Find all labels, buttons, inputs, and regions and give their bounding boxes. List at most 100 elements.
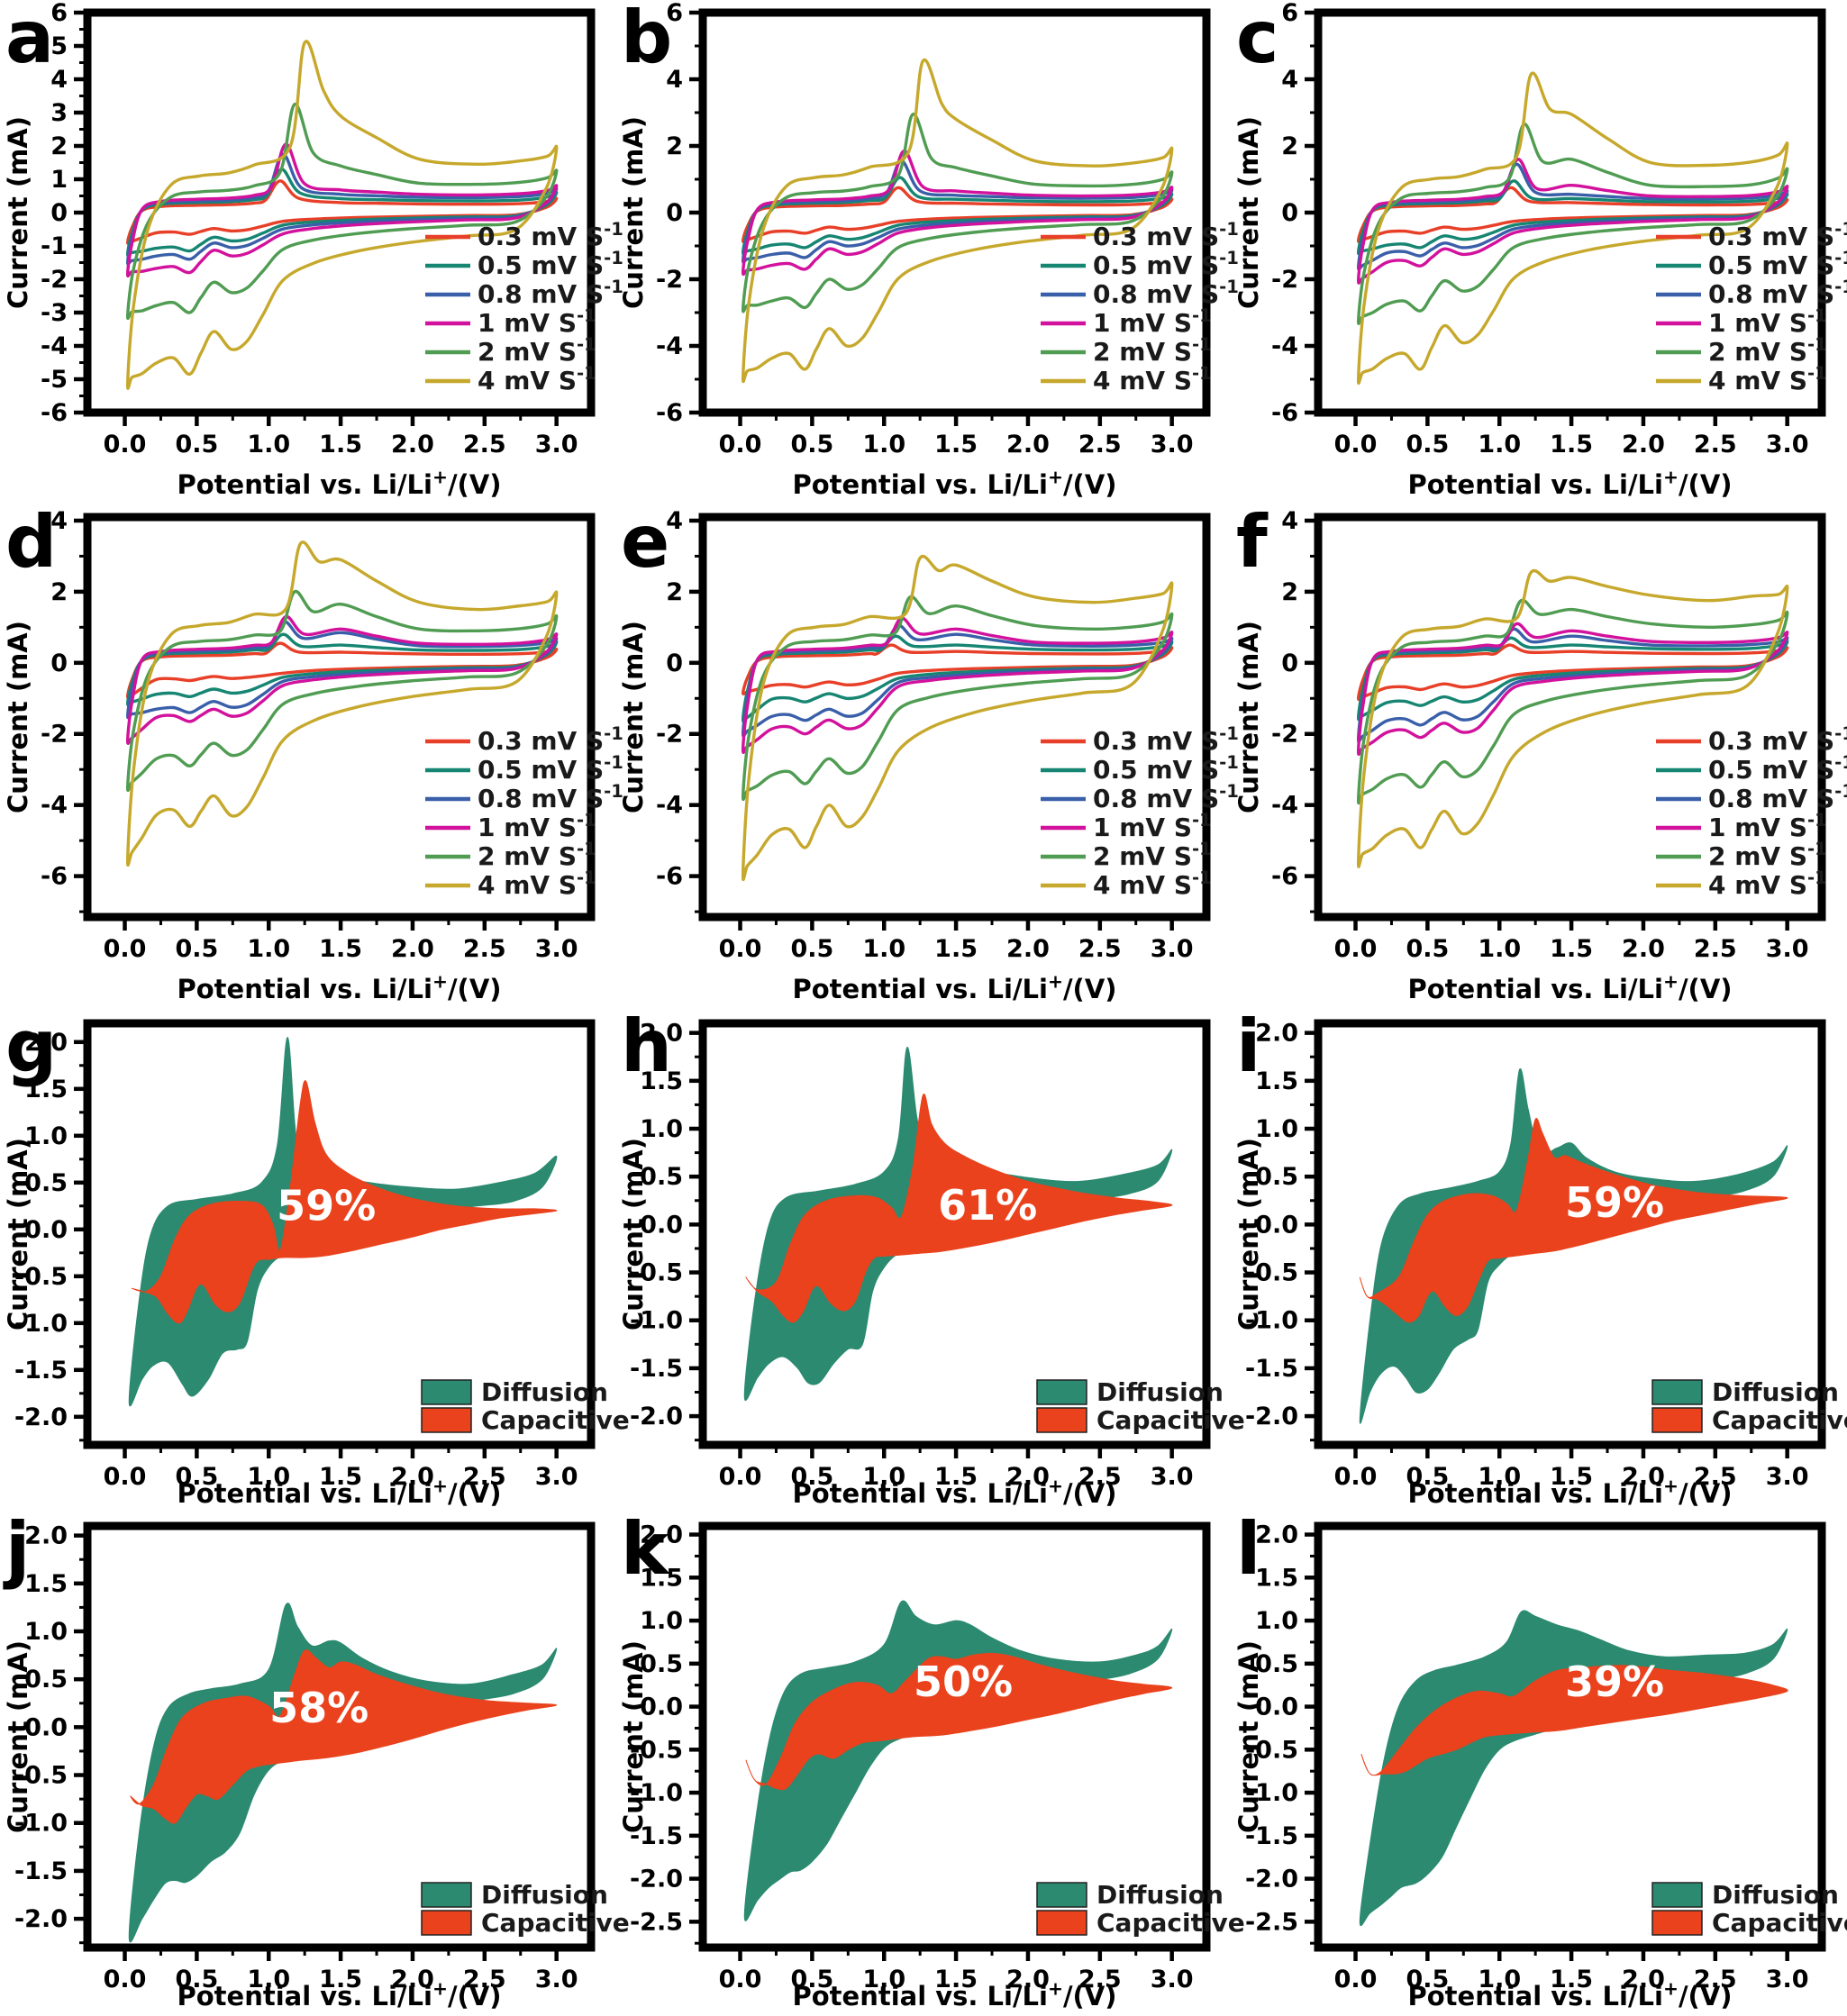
y-tick-label: 1.0 [1255, 1607, 1298, 1635]
legend-label: 0.3 mV S-1 [478, 219, 623, 251]
axes: 0.0 0.5 1.0 1.5 2.0 2.5 3.0 -2.5 -2.0 -1.5 -1.0 -0.… [1245, 1521, 1826, 1993]
y-tick-label: -2 [1271, 266, 1298, 294]
y-tick-label: 0 [1281, 649, 1298, 677]
legend-label: 0.5 mV S-1 [1093, 248, 1239, 280]
legend-swatch-capacitive [421, 1407, 472, 1433]
y-tick-label: 1.0 [24, 1618, 68, 1646]
y-tick-label: -2.0 [14, 1905, 68, 1933]
x-tick-label: 1.5 [1550, 1966, 1593, 1993]
cv-curve-2 mV S⁻¹ [741, 113, 1174, 313]
x-tick-label: 0.0 [1334, 431, 1378, 459]
x-axis-label: Potential vs. Li/Li+/(V) [1407, 1977, 1732, 2011]
x-tick-label: 1.5 [1550, 1463, 1593, 1491]
x-tick-label: 2.0 [391, 935, 434, 963]
legend-swatch-diffusion [1036, 1379, 1087, 1405]
plot-area [741, 554, 1174, 882]
panel-a-chart: 0.0 0.5 1.0 1.5 2.0 2.5 3.0 -6 -5 -4 -3 -2 -1 0 1 2 3 4 5 6… [3, 0, 623, 500]
y-tick-label: -1.5 [14, 1857, 68, 1885]
axes: 0.0 0.5 1.0 1.5 2.0 2.5 3.0 -2.0 -1.5 -1.0 -0.5 0.0… [630, 1019, 1211, 1491]
y-tick-label: -2.0 [630, 1866, 683, 1893]
y-tick-label: 0.5 [640, 1650, 683, 1678]
x-tick-label: 2.0 [1006, 1966, 1050, 1993]
x-tick-label: 2.0 [391, 431, 434, 459]
x-tick-label: 2.0 [1622, 935, 1665, 963]
y-tick-label: 0.0 [1255, 1694, 1298, 1721]
y-tick-label: 0.0 [24, 1713, 68, 1741]
y-tick-label: -1.5 [1245, 1355, 1298, 1383]
scan-rate-legend: 0.3 mV S-10.5 mV S-10.8 mV S-11 mV S-12 … [1656, 219, 1847, 395]
y-tick-label: -2 [656, 721, 683, 749]
y-tick-label: -2.0 [14, 1403, 68, 1431]
axes: 0.0 0.5 1.0 1.5 2.0 2.5 3.0 -6 -4 -2 0 2 4 [656, 507, 1211, 963]
y-tick-label: 2 [666, 132, 683, 160]
y-tick-label: 0.5 [24, 1666, 68, 1694]
x-tick-label: 0.5 [1406, 431, 1449, 459]
panel-k: k 0.0 0.5 1.0 1.5 2.0 2.5 3.0 -2.5 -2.0 -1.5 -1.0 -0… [615, 1512, 1245, 2016]
x-tick-label: 1.0 [862, 1966, 905, 1993]
x-tick-label: 3.0 [535, 1966, 578, 1993]
legend-label: 4 mV S-1 [1093, 363, 1212, 395]
x-tick-label: 2.5 [463, 1966, 506, 1993]
x-tick-label: 2.0 [1006, 431, 1050, 459]
x-tick-label: 0.5 [175, 1463, 218, 1491]
x-tick-label: 0.5 [790, 1966, 833, 1993]
y-tick-label: -0.5 [14, 1762, 68, 1790]
x-tick-label: 3.0 [1151, 935, 1194, 963]
legend-label: 0.5 mV S-1 [1093, 752, 1239, 785]
legend-label: 0.5 mV S-1 [478, 752, 623, 785]
cv-curve-0.3 mV S⁻¹ [742, 186, 1174, 244]
y-tick-label: -2.0 [1245, 1866, 1298, 1893]
x-tick-label: 1.0 [862, 431, 905, 459]
y-tick-label: 2.0 [24, 1522, 68, 1550]
y-tick-label: -2 [656, 266, 683, 294]
x-tick-label: 1.5 [934, 1463, 978, 1491]
axes: 0.0 0.5 1.0 1.5 2.0 2.5 3.0 -2.0 -1.5 -1.0 -0.5 0.0… [14, 1521, 596, 1993]
y-tick-label: 5 [50, 32, 68, 60]
legend-label: Diffusion [1096, 1880, 1224, 1910]
legend-label: 1 mV S-1 [1708, 305, 1827, 338]
x-tick-label: 0.0 [1334, 935, 1378, 963]
x-axis-label: Potential vs. Li/Li+/(V) [177, 970, 501, 1004]
cv-curve-4 mV S⁻¹ [125, 540, 559, 867]
plot-area [128, 1603, 558, 1943]
y-tick-label: 0.5 [24, 1169, 68, 1197]
capacitive-region [130, 1649, 558, 1824]
y-tick-label: -4 [1271, 792, 1298, 820]
legend-label: 0.3 mV S-1 [1093, 723, 1239, 756]
cv-curve-1 mV S⁻¹ [742, 616, 1174, 754]
y-tick-label: -1.5 [630, 1355, 683, 1383]
x-axis-label: Potential vs. Li/Li+/(V) [177, 466, 501, 500]
panel-h: h 0.0 0.5 1.0 1.5 2.0 2.5 3.0 -2.0 -1.5 -1.0 -0.5 0.… [615, 1009, 1245, 1513]
panel-k-chart: 0.0 0.5 1.0 1.5 2.0 2.5 3.0 -2.5 -2.0 -1.5 -1.0 -0.… [618, 1521, 1245, 2011]
legend-swatch-capacitive [421, 1910, 472, 1936]
x-tick-label: 1.5 [319, 431, 362, 459]
axes: 0.0 0.5 1.0 1.5 2.0 2.5 3.0 -2.0 -1.5 -1.0 -0.5 0.0… [1245, 1019, 1826, 1491]
panel-letter-i: i [1236, 1004, 1261, 1088]
x-tick-label: 1.0 [247, 1463, 290, 1491]
cv-curve-0.3 mV S⁻¹ [1357, 643, 1789, 702]
panel-b-chart: 0.0 0.5 1.0 1.5 2.0 2.5 3.0 -6 -4 -2 0 2 4 6 Potential… [618, 0, 1239, 500]
y-tick-label: 1.5 [24, 1076, 68, 1103]
x-axis-label: Potential vs. Li/Li+/(V) [792, 970, 1116, 1004]
x-tick-label: 2.0 [1622, 1966, 1665, 1993]
cv-curve-1 mV S⁻¹ [126, 142, 559, 277]
x-tick-label: 0.0 [104, 1463, 147, 1491]
y-tick-label: 0 [50, 649, 68, 677]
x-tick-label: 1.0 [1478, 935, 1521, 963]
axes: 0.0 0.5 1.0 1.5 2.0 2.5 3.0 -6 -5 -4 -3 -2 -1 0 1 2 3 4 5 6 [41, 0, 596, 459]
x-tick-label: 0.5 [1406, 1463, 1449, 1491]
cv-curve-0.3 mV S⁻¹ [1357, 186, 1789, 244]
y-tick-label: 2.0 [24, 1029, 68, 1057]
x-tick-label: 0.0 [719, 1966, 762, 1993]
y-tick-label: 2.0 [640, 1020, 683, 1048]
capacitive-fraction-label: 61% [938, 1181, 1037, 1230]
panel-f-chart: 0.0 0.5 1.0 1.5 2.0 2.5 3.0 -6 -4 -2 0 2 4 Potential … [1233, 507, 1847, 1004]
x-tick-label: 2.5 [463, 935, 506, 963]
scan-rate-legend: 0.3 mV S-10.5 mV S-10.8 mV S-11 mV S-12 … [1041, 723, 1239, 900]
legend-swatch-diffusion [1651, 1882, 1703, 1908]
y-tick-label: -0.5 [630, 1259, 683, 1287]
x-tick-label: 3.0 [1766, 1966, 1809, 1993]
x-tick-label: 0.5 [175, 1966, 218, 1993]
